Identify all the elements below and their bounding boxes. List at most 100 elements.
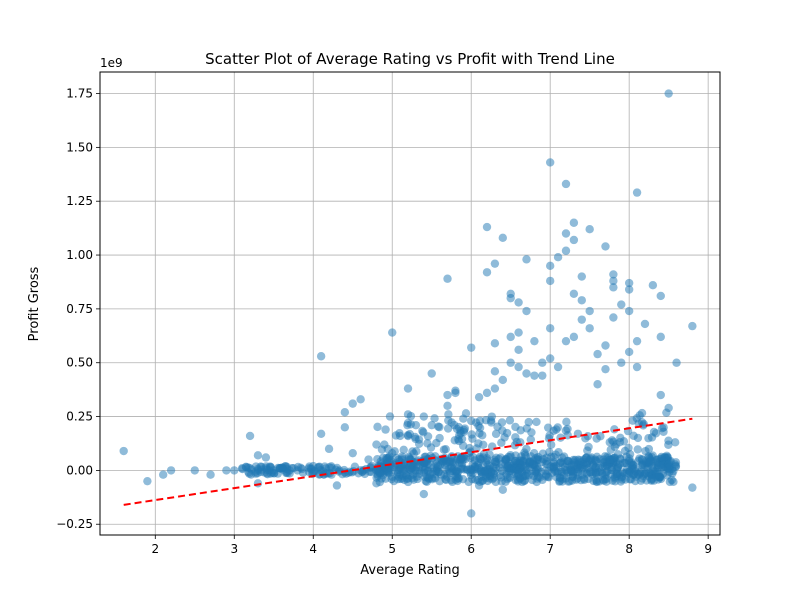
data-point [269,466,278,475]
data-point [528,475,537,485]
data-point [659,427,668,436]
data-point [592,434,601,443]
data-point [397,474,407,483]
data-point [533,454,542,464]
data-point [206,470,215,479]
data-point [498,426,507,435]
data-point [514,345,523,354]
data-point [638,455,647,465]
data-point [482,268,492,277]
data-point [158,470,168,479]
data-point [565,477,574,486]
y-axis-label: Profit Gross [27,266,42,341]
data-point [166,466,176,475]
data-point [577,315,586,324]
data-point [562,417,571,427]
x-tick-label: 6 [467,542,475,556]
y-tick-label: 0.25 [66,410,93,424]
data-point [383,467,392,477]
data-point [419,412,429,421]
data-point [309,461,318,471]
data-point [656,332,665,342]
data-point [637,418,647,427]
data-point [482,222,492,232]
data-point [371,465,381,475]
data-point [514,328,523,337]
data-point [624,278,634,288]
data-point [474,392,484,402]
y-tick-label: 0.00 [66,463,93,477]
data-point [545,324,555,333]
data-point [573,467,583,477]
data-point [373,454,382,464]
data-point [525,457,534,467]
data-point [615,437,625,447]
data-point [253,451,263,460]
data-point [448,477,457,487]
data-point [453,467,463,477]
data-point [669,477,678,487]
data-point [381,425,390,434]
data-point [629,431,638,441]
data-point [670,438,680,447]
data-point [553,362,563,372]
data-point [526,435,536,444]
data-point [632,188,642,197]
data-point [434,422,443,431]
data-point [617,358,626,367]
data-point [530,371,539,380]
chart-title: Scatter Plot of Average Rating vs Profit… [205,50,615,68]
data-point [427,369,436,378]
data-point [522,424,532,433]
data-point [569,332,579,342]
data-point [490,367,500,376]
data-point [552,425,561,434]
data-point [403,410,413,419]
data-point [490,384,500,393]
trend-line [123,417,693,506]
data-point [635,411,644,420]
data-point [316,352,326,361]
data-point [585,225,594,234]
y-tick-label: 1.75 [66,87,93,101]
data-point [430,414,439,423]
data-point [490,259,500,268]
data-point [584,474,593,484]
y-tick-label: 0.75 [66,302,93,316]
data-point [490,339,500,348]
data-point [591,455,600,464]
data-point [522,306,531,316]
data-point [460,424,470,433]
data-point [585,306,594,316]
data-point [561,229,571,238]
data-point [488,475,497,484]
data-point [253,466,263,475]
data-point [356,395,365,404]
data-point [324,444,334,454]
data-point [468,434,477,443]
data-point [475,416,485,426]
data-point [532,465,542,474]
data-point [569,235,579,245]
data-point [364,455,373,464]
data-point [143,476,152,486]
data-point [601,364,610,374]
data-point [644,434,653,443]
y-tick-label: 0.50 [66,356,93,370]
data-point [655,470,664,479]
data-point [316,429,326,438]
data-point [474,481,484,490]
x-axis-label: Average Rating [360,563,459,578]
data-point [664,436,673,445]
data-point [664,459,673,469]
data-point [577,296,586,305]
data-point [530,336,539,346]
grid [100,72,720,535]
data-point [566,466,575,475]
data-point [609,313,618,322]
data-point [119,446,128,456]
data-point [340,408,350,417]
data-point [483,456,492,465]
